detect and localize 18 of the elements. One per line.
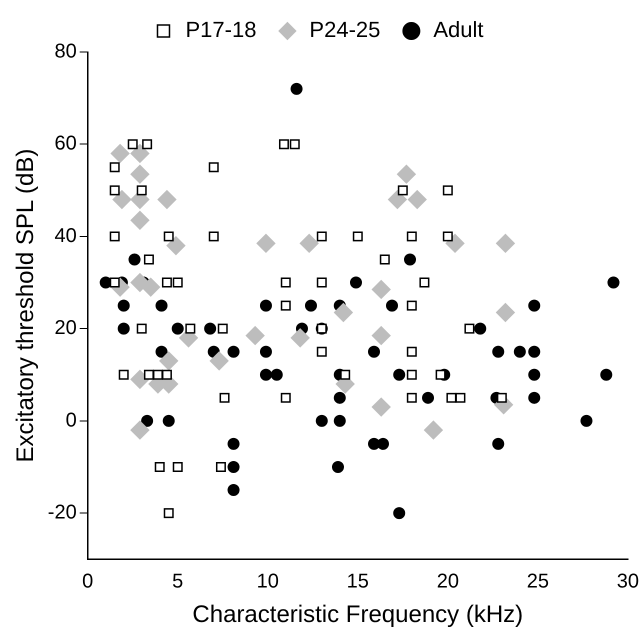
y-tick-label: 60	[54, 132, 77, 155]
x-axis-title: Characteristic Frequency (kHz)	[192, 601, 524, 628]
legend-label: P17-18	[185, 17, 256, 42]
x-tick-label: 5	[172, 570, 184, 593]
y-tick-label: 0	[66, 409, 77, 432]
x-tick-label: 0	[82, 570, 94, 593]
x-tick-label: 25	[526, 570, 549, 593]
x-tick-label: 30	[616, 570, 639, 593]
legend-label: Adult	[433, 17, 484, 42]
x-tick-label: 10	[256, 570, 279, 593]
y-tick-label: 80	[54, 40, 77, 63]
y-tick-label: 40	[54, 224, 77, 247]
legend-label: P24-25	[309, 17, 380, 42]
y-tick-label: 20	[54, 317, 77, 340]
x-tick-label: 15	[346, 570, 369, 593]
y-axis-title: Excitatory threshold SPL (dB)	[12, 148, 40, 463]
x-tick-label: 20	[436, 570, 459, 593]
y-tick-label: -20	[48, 502, 77, 524]
